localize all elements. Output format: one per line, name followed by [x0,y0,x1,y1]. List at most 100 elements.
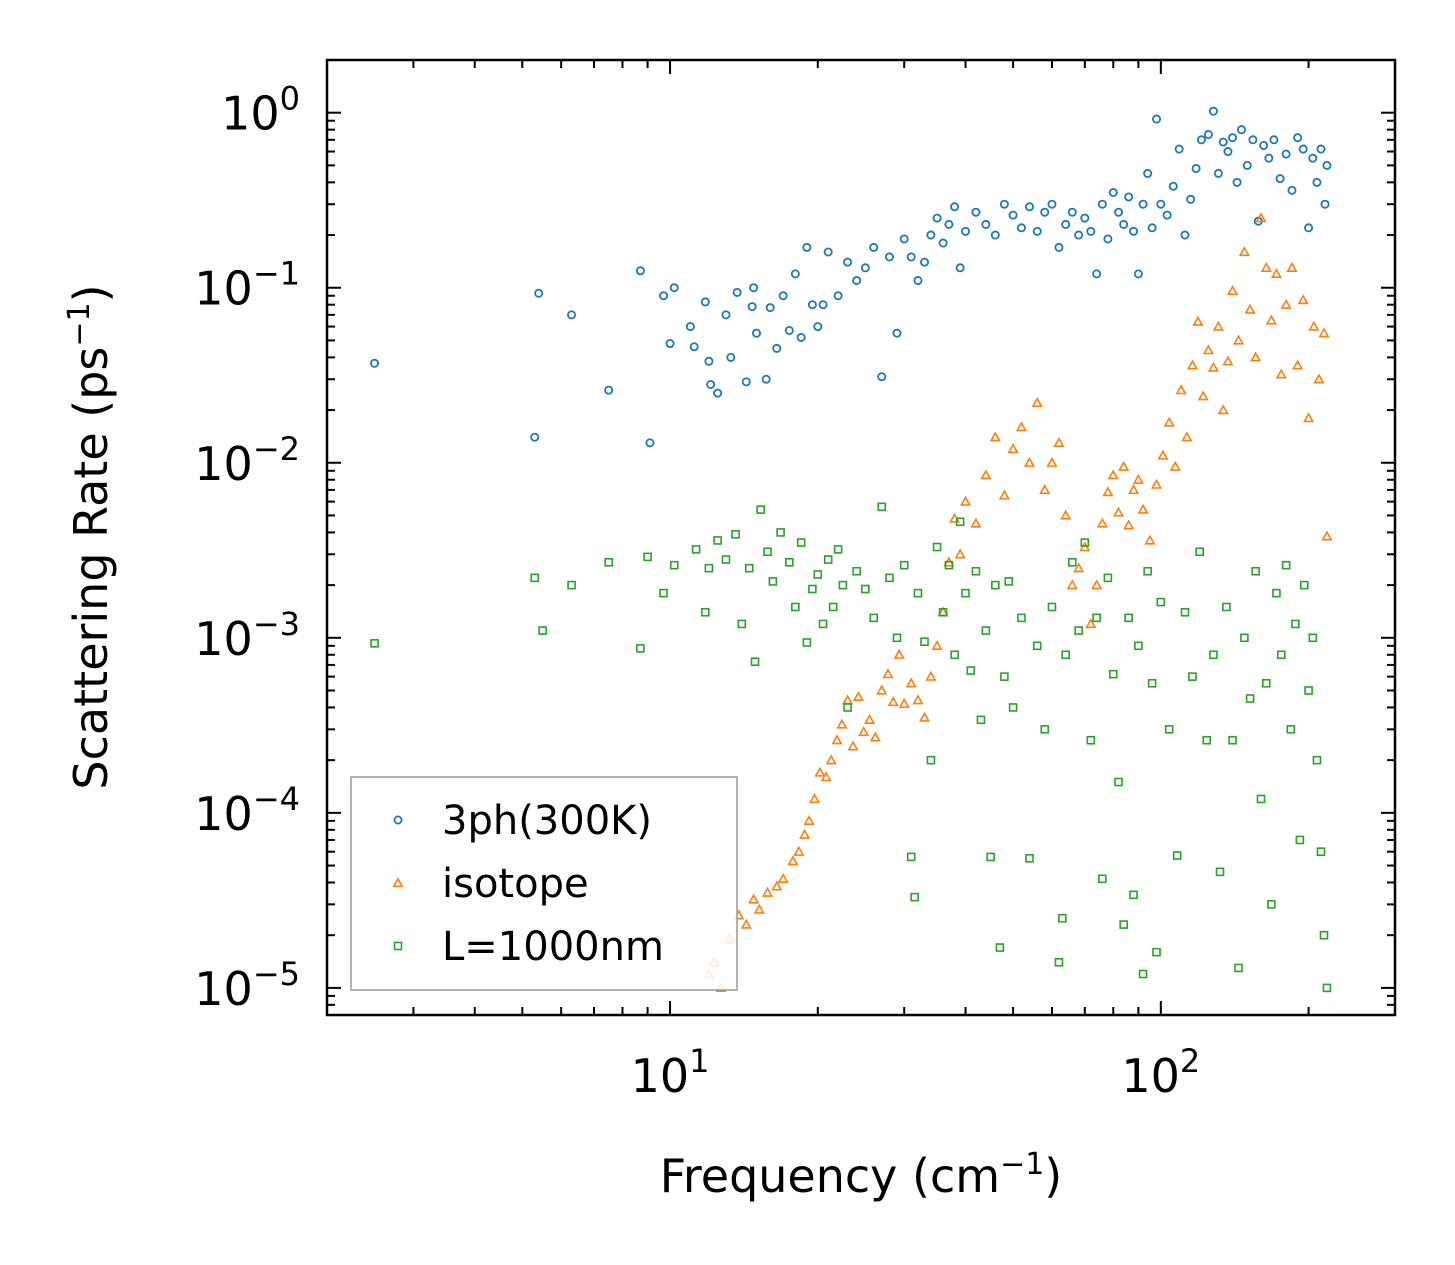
data-point [869,242,879,252]
data-point [1040,725,1050,734]
data-point [1261,678,1271,688]
data-point [847,740,859,751]
data-point [645,438,655,448]
data-point [1295,835,1305,845]
data-point [793,845,805,856]
data-point [1054,958,1064,967]
data-point [643,552,652,562]
data-point [1308,153,1318,163]
data-point [925,670,937,681]
data-point [1218,137,1228,147]
legend-marker-square [393,941,403,951]
data-point [1202,344,1214,355]
data-point [1129,890,1138,900]
data-point [885,573,894,583]
legend: 3ph(300K) isotope L=1000nm [350,776,738,991]
data-point [1275,174,1285,184]
data-point [604,385,614,395]
data-point [726,352,736,362]
data-point [659,588,668,598]
data-point [1134,641,1143,651]
data-point [1123,519,1135,530]
data-point [971,207,981,217]
y-tick-label: 10−3 [194,605,300,666]
data-point [1236,125,1246,135]
data-point [1269,135,1279,145]
data-point [669,560,679,570]
data-point [1264,153,1274,163]
data-point [990,230,1000,240]
plot-frame [325,58,1397,1017]
data-point [1299,580,1309,590]
legend-label-isotope: isotope [442,861,589,907]
data-point [959,495,972,506]
data-point [910,892,919,902]
data-point [1212,320,1224,331]
data-point [1047,602,1057,612]
data-point [1286,261,1298,272]
data-point [1303,412,1315,423]
data-point [961,588,970,598]
data-point [1298,144,1308,154]
data-point [803,815,815,826]
data-point [1209,650,1218,660]
data-point [1228,735,1237,745]
data-point [831,734,843,745]
data-point [1132,473,1144,484]
data-point [1208,106,1218,116]
data-point [899,560,909,570]
data-point [1308,633,1318,643]
y-tick-label: 10−2 [194,430,300,491]
data-point [1223,147,1233,157]
data-point [1222,602,1231,612]
data-point [1291,619,1300,629]
data-point [1312,755,1322,765]
data-point [1107,469,1119,480]
data-point [1086,226,1096,236]
data-point [1008,703,1018,712]
data-point [882,668,894,679]
data-point [1096,517,1108,528]
data-point [763,547,772,557]
data-point [1180,230,1190,240]
data-point [1207,361,1220,372]
data-point [852,275,862,285]
data-point [1031,396,1043,407]
data-point [1215,867,1225,877]
data-point [913,588,923,598]
data-point [920,637,929,647]
axis-ticks [326,59,1396,1016]
data-point [1128,484,1140,495]
x-tick-label: 102 [1121,1042,1200,1103]
data-point [1103,234,1113,244]
data-point [1156,597,1166,607]
y-tick-label: 10−5 [194,955,300,1016]
data-point [970,517,982,528]
data-point [1156,199,1166,209]
data-point [1124,192,1134,202]
data-point [833,291,843,301]
data-point [976,715,986,725]
data-point [1213,168,1223,178]
data-point [1272,588,1281,598]
data-point [1259,140,1269,150]
data-point [732,287,742,297]
data-point [1092,613,1101,623]
data-point [778,291,788,301]
data-point [1066,579,1078,590]
y-tick-label: 100 [221,80,300,141]
data-point [980,469,992,480]
data-point [1163,416,1175,427]
data-point [989,431,1001,442]
data-point [955,263,965,273]
data-point [1091,579,1103,590]
data-point [818,619,828,629]
data-point [1039,484,1051,495]
data-point [530,573,540,583]
data-point [706,379,716,389]
tick-labels: 101 102 100 10−1 10−2 10−3 10−4 10−5 [194,80,1200,1103]
data-point [995,943,1005,952]
data-point [1281,560,1291,570]
data-point [823,555,833,564]
data-point [1119,920,1128,929]
